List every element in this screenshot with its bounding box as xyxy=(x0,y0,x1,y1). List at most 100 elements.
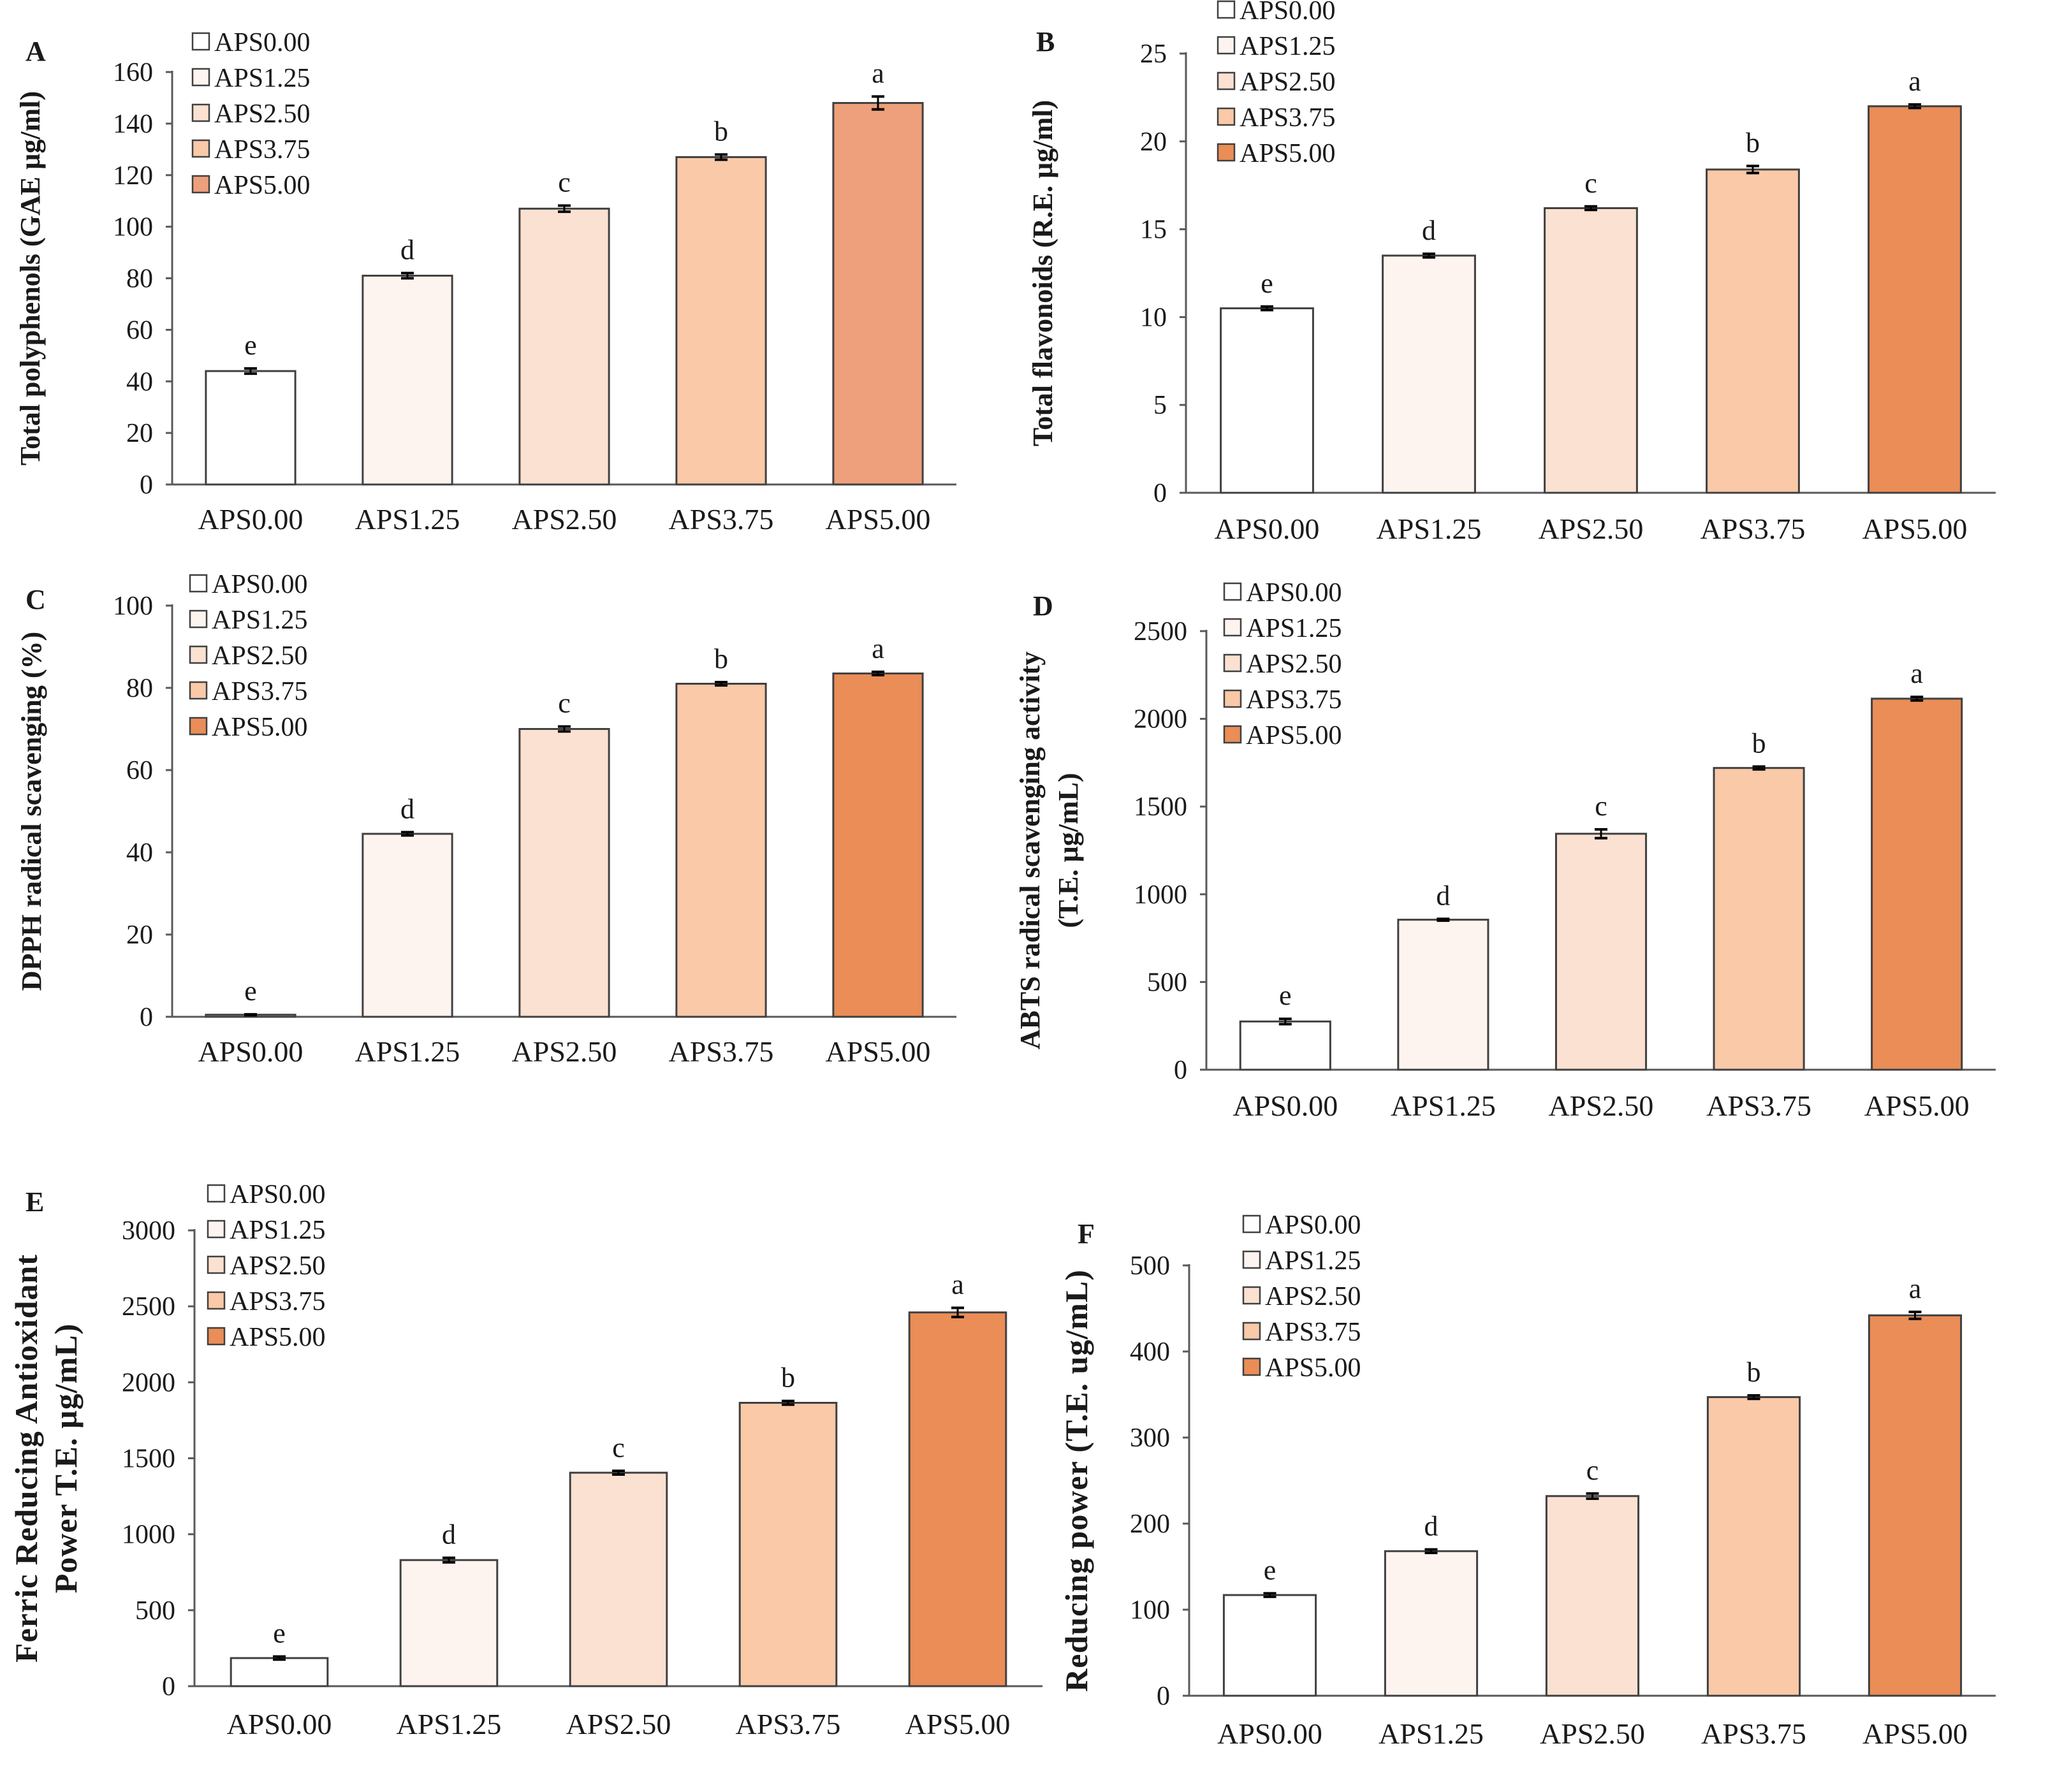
chart-panel-f: F 0 100 200 300 400 500 e APS0.00 d APS1.25 c APS2.5… xyxy=(1058,1211,1996,1750)
y-tick-label: 20 xyxy=(1140,127,1167,157)
y-tick-label: 200 xyxy=(1130,1510,1170,1539)
panel-letter: F xyxy=(1078,1218,1095,1249)
legend-label: APS2.50 xyxy=(1246,650,1342,679)
legend-label: APS5.00 xyxy=(230,1323,326,1352)
x-category-label: APS3.75 xyxy=(1701,513,1806,545)
significance-letter: e xyxy=(273,1618,286,1649)
significance-letter: a xyxy=(951,1269,964,1300)
significance-letter: d xyxy=(400,234,414,265)
y-axis-label: DPPH radical scavenging (%) xyxy=(16,632,47,991)
legend-swatch xyxy=(1223,725,1242,744)
legend-swatch xyxy=(189,717,208,736)
legend-swatch xyxy=(191,32,210,51)
y-tick-label: 10 xyxy=(1140,303,1167,332)
y-tick-label: 80 xyxy=(126,674,153,703)
legend-label: APS0.00 xyxy=(1240,0,1336,25)
legend-swatch xyxy=(1217,143,1236,162)
panel-letter: B xyxy=(1036,26,1055,57)
legend-swatch xyxy=(207,1327,226,1346)
legend-label: APS3.75 xyxy=(212,677,308,706)
legend-label: APS2.50 xyxy=(230,1251,326,1281)
chart-panel-d: D 0 500 1000 1500 2000 2500 e APS0.00 d APS1.25 c AP… xyxy=(1014,578,1996,1122)
y-tick-label: 40 xyxy=(126,367,153,397)
bar-aps1-25 xyxy=(1382,254,1476,494)
bar-aps5-00 xyxy=(1871,697,1963,1071)
legend-label: APS2.50 xyxy=(214,99,311,129)
legend-swatch xyxy=(1223,653,1242,673)
legend-label: APS1.25 xyxy=(1240,32,1336,61)
legend-swatch xyxy=(1223,618,1242,637)
y-tick-label: 80 xyxy=(126,265,153,294)
bar-aps1-25 xyxy=(362,274,453,486)
bar-aps5-00 xyxy=(1868,1314,1963,1697)
y-axis-label: Total polyphenols (GAE µg/ml) xyxy=(15,91,46,465)
legend-label: APS5.00 xyxy=(1246,721,1342,750)
legend-label: APS1.25 xyxy=(214,64,311,93)
legend-label: APS5.00 xyxy=(1240,139,1336,168)
legend-label: APS3.75 xyxy=(214,135,311,164)
legend-label: APS5.00 xyxy=(214,171,311,200)
bar-aps5-00 xyxy=(908,1311,1007,1687)
panel-letter: D xyxy=(1033,590,1053,622)
x-category-label: APS3.75 xyxy=(1701,1717,1806,1750)
y-tick-label: 40 xyxy=(126,838,153,868)
significance-letter: e xyxy=(244,330,257,361)
bar-aps3-75 xyxy=(1706,1396,1801,1697)
significance-letter: a xyxy=(1909,1273,1922,1304)
x-category-label: APS0.00 xyxy=(1232,1089,1338,1122)
legend-label: APS5.00 xyxy=(212,713,308,742)
legend-swatch xyxy=(207,1184,226,1203)
y-tick-label: 0 xyxy=(1174,1056,1187,1085)
legend-swatch xyxy=(1242,1286,1261,1305)
x-category-label: APS5.00 xyxy=(826,503,931,535)
bar-aps1-25 xyxy=(362,833,453,1018)
panel-letter: A xyxy=(26,36,46,67)
legend-swatch xyxy=(191,103,210,122)
x-category-label: APS1.25 xyxy=(1379,1717,1484,1750)
x-category-label: APS3.75 xyxy=(736,1708,841,1740)
y-tick-label: 0 xyxy=(140,1003,153,1032)
legend-label: APS1.25 xyxy=(212,606,308,635)
bar-aps2-50 xyxy=(518,207,610,486)
bar-aps2-50 xyxy=(1544,207,1638,494)
y-tick-label: 25 xyxy=(1140,40,1167,69)
x-category-label: APS3.75 xyxy=(1706,1089,1811,1122)
significance-letter: b xyxy=(781,1362,795,1394)
x-category-label: APS0.00 xyxy=(1215,513,1320,545)
panel-letter: C xyxy=(26,584,46,615)
y-tick-label: 1500 xyxy=(122,1445,175,1474)
legend-swatch xyxy=(1242,1214,1261,1234)
x-category-label: APS3.75 xyxy=(669,503,774,535)
legend-label: APS1.25 xyxy=(1246,614,1342,643)
legend-swatch xyxy=(1223,582,1242,601)
y-tick-label: 2500 xyxy=(1134,617,1187,646)
legend-swatch xyxy=(207,1291,226,1310)
legend-swatch xyxy=(1217,36,1236,55)
bar-aps3-75 xyxy=(1706,168,1800,494)
significance-letter: b xyxy=(1746,127,1760,158)
y-tick-label: 0 xyxy=(1153,479,1167,508)
x-category-label: APS2.50 xyxy=(1540,1717,1645,1750)
legend-label: APS2.50 xyxy=(1265,1282,1361,1311)
bar-aps1-25 xyxy=(399,1559,499,1687)
legend-label: APS3.75 xyxy=(1246,685,1342,715)
significance-letter: d xyxy=(1422,215,1436,246)
x-category-label: APS1.25 xyxy=(355,1035,460,1068)
legend-swatch xyxy=(189,574,208,593)
x-category-label: APS2.50 xyxy=(512,1035,617,1068)
y-tick-label: 400 xyxy=(1130,1337,1170,1367)
legend-swatch xyxy=(1242,1322,1261,1341)
bar-aps0-00 xyxy=(205,370,296,486)
significance-letter: c xyxy=(1595,790,1607,822)
legend-swatch xyxy=(191,139,210,158)
x-category-label: APS3.75 xyxy=(669,1035,774,1068)
y-axis-label-line2: Power T.E. µg/mL) xyxy=(48,1323,84,1594)
significance-letter: e xyxy=(244,975,257,1007)
legend-label: APS3.75 xyxy=(1240,103,1336,133)
bar-aps2-50 xyxy=(1545,1495,1640,1697)
bar-aps2-50 xyxy=(518,728,610,1018)
legend-label: APS1.25 xyxy=(230,1216,326,1245)
x-category-label: APS2.50 xyxy=(512,503,617,535)
legend-swatch xyxy=(1242,1357,1261,1376)
